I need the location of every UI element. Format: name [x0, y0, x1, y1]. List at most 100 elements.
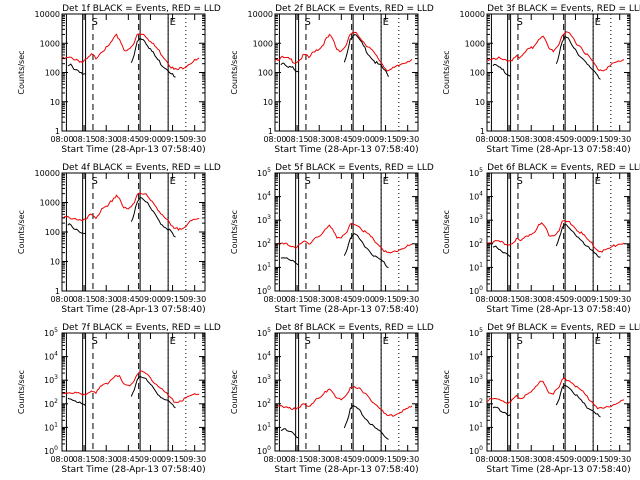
series-events	[280, 404, 389, 440]
plot-frame	[61, 13, 206, 132]
y-tick-label: 104	[257, 191, 271, 202]
y-tick-label: 103	[257, 214, 271, 225]
series-events	[67, 37, 176, 78]
series-events	[492, 223, 601, 258]
y-tick-label: 10000	[35, 169, 60, 178]
x-tick-label: 09:30	[396, 455, 419, 464]
y-tick-label: 103	[44, 374, 58, 385]
series-events	[67, 197, 176, 238]
x-tick-label: 08:00	[50, 455, 73, 464]
x-tick-label: 08:00	[263, 295, 286, 304]
x-axis-label: Start Time (28-Apr-13 07:58:40)	[486, 145, 630, 155]
overlay-label-e: E	[170, 336, 176, 347]
x-tick-label: 09:15	[161, 135, 184, 144]
x-tick-label: 09:30	[608, 135, 631, 144]
y-tick-label: 101	[469, 421, 483, 432]
y-tick-label: 100	[258, 69, 273, 78]
y-tick-label: 10	[50, 258, 60, 267]
y-tick-label: 10000	[35, 10, 60, 19]
series-events	[280, 233, 389, 269]
y-axis-label: Counts/sec	[230, 50, 239, 94]
series-lld	[486, 31, 625, 72]
y-tick-label: 1000	[40, 199, 60, 208]
y-tick-exponent: 1	[267, 421, 271, 428]
x-tick-label: 08:45	[542, 135, 565, 144]
series-events	[280, 34, 389, 78]
y-axis-label: Counts/sec	[230, 370, 239, 414]
series-lld	[274, 31, 413, 72]
x-tick-label: 09:00	[564, 295, 587, 304]
x-tick-label: 08:45	[117, 295, 140, 304]
x-tick-label: 08:45	[117, 135, 140, 144]
x-tick-label: 09:15	[161, 295, 184, 304]
y-tick-label: 102	[469, 398, 483, 409]
y-tick-exponent: 1	[479, 421, 483, 428]
x-tick-label: 08:30	[520, 295, 543, 304]
x-tick-label: 09:15	[161, 455, 184, 464]
y-tick-label: 100	[44, 445, 58, 456]
overlay-label-s: S	[516, 17, 522, 28]
x-axis-label: Start Time (28-Apr-13 07:58:40)	[61, 145, 205, 155]
y-tick-exponent: 2	[54, 398, 58, 405]
overlay-label-s: S	[91, 176, 97, 187]
x-axis-label: Start Time (28-Apr-13 07:58:40)	[61, 305, 205, 315]
x-tick-label: 08:15	[286, 295, 309, 304]
series-lld	[274, 222, 413, 254]
x-tick-label: 08:00	[475, 135, 498, 144]
y-tick-label: 101	[469, 261, 483, 272]
x-tick-label: 08:45	[330, 455, 353, 464]
y-tick-label: 100	[45, 69, 60, 78]
y-tick-exponent: 4	[267, 351, 271, 358]
panel-title: Det 1f BLACK = Events, RED = LLD	[62, 4, 221, 14]
y-tick-exponent: 2	[479, 398, 483, 405]
y-tick-exponent: 3	[479, 214, 483, 221]
x-tick-label: 08:00	[475, 295, 498, 304]
y-axis-label: Counts/sec	[17, 370, 26, 414]
x-tick-label: 08:15	[73, 295, 96, 304]
x-tick-label: 08:00	[475, 455, 498, 464]
y-tick-label: 103	[469, 374, 483, 385]
overlay-label-e: E	[383, 176, 389, 187]
y-tick-label: 104	[44, 351, 58, 362]
y-tick-label: 101	[44, 421, 58, 432]
y-tick-label: 100	[469, 285, 483, 296]
y-tick-label: 105	[257, 167, 271, 178]
y-tick-label: 10	[50, 98, 60, 107]
plot-frame	[274, 13, 419, 132]
panel-title: Det 7f BLACK = Events, RED = LLD	[62, 323, 221, 333]
y-tick-exponent: 3	[267, 374, 271, 381]
y-tick-label: 10	[475, 98, 485, 107]
y-tick-label: 1000	[253, 39, 273, 48]
x-axis-label: Start Time (28-Apr-13 07:58:40)	[274, 145, 418, 155]
x-tick-label: 09:30	[396, 135, 419, 144]
y-tick-exponent: 0	[479, 285, 483, 292]
plot-frame	[61, 332, 206, 452]
x-tick-label: 08:00	[50, 295, 73, 304]
series-lld	[61, 192, 200, 231]
y-tick-label: 105	[44, 327, 58, 338]
y-tick-label: 101	[257, 421, 271, 432]
y-tick-label: 1000	[40, 39, 60, 48]
plot-frame	[274, 332, 419, 452]
x-tick-label: 08:30	[520, 135, 543, 144]
series-lld	[486, 377, 625, 410]
y-axis-label: Counts/sec	[442, 210, 451, 254]
y-tick-label: 10000	[248, 10, 273, 19]
x-tick-label: 09:30	[183, 135, 206, 144]
y-tick-exponent: 5	[267, 167, 271, 174]
series-lld	[275, 386, 413, 417]
y-tick-label: 102	[469, 238, 483, 249]
x-tick-label: 08:15	[498, 455, 521, 464]
y-axis-label: Counts/sec	[17, 50, 26, 94]
y-tick-label: 100	[257, 285, 271, 296]
x-tick-label: 08:30	[308, 455, 331, 464]
y-tick-exponent: 1	[479, 261, 483, 268]
x-tick-label: 08:00	[263, 455, 286, 464]
x-tick-label: 08:45	[330, 295, 353, 304]
y-tick-exponent: 0	[479, 445, 483, 452]
y-tick-exponent: 5	[479, 167, 483, 174]
y-tick-label: 100	[470, 69, 485, 78]
